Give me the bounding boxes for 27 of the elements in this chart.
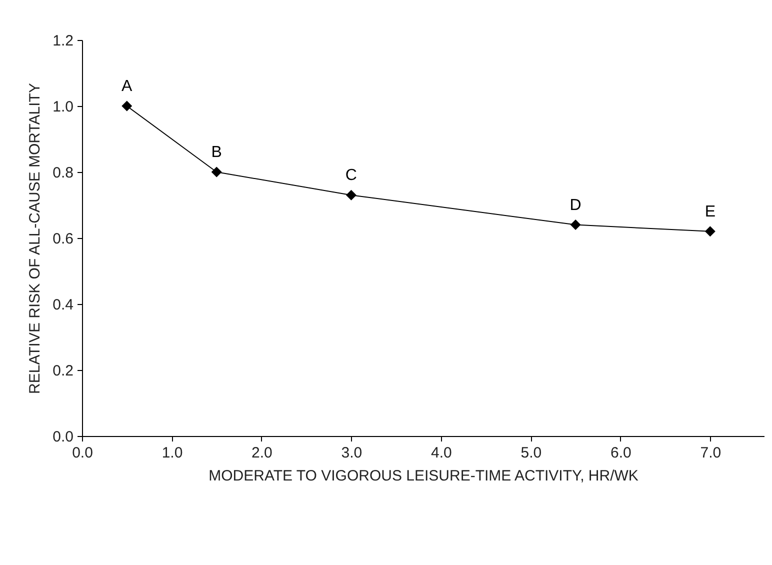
y-tick-label: 0.8 (52, 164, 74, 182)
x-axis-title: MODERATE TO VIGOROUS LEISURE-TIME ACTIVITY, HR/WK (208, 468, 638, 484)
y-tick-label: 0.4 (52, 296, 74, 314)
point (570, 220, 581, 230)
y-tick-label: 1.0 (52, 98, 74, 116)
point (704, 226, 716, 237)
annotation: D (570, 196, 582, 214)
x-tick-label: 0.0 (72, 444, 93, 462)
y-tick-label: 0.6 (52, 230, 74, 248)
y-tick-label: 0.0 (52, 428, 74, 446)
x-tick-label: 3.0 (341, 444, 362, 462)
annotation: E (704, 203, 716, 220)
point (346, 190, 356, 200)
x-tick-label: 6.0 (610, 444, 632, 462)
x-tick-label: 4.0 (431, 444, 452, 462)
x-tick-label: 1.0 (162, 444, 183, 462)
point (211, 166, 222, 178)
annotation: B (211, 144, 222, 161)
y-tick-label: 1.2 (52, 32, 74, 50)
point (122, 100, 132, 112)
y-tick-label: 0.2 (52, 362, 74, 380)
annotation: C (345, 167, 357, 184)
annotation: A (122, 78, 133, 95)
y-axis-title: RELATIVE RISK OF ALL-CAUSE MORTALITY (26, 83, 44, 394)
x-tick-label: 5.0 (520, 444, 542, 462)
x-tick-label: 2.0 (252, 444, 272, 462)
x-tick-label: 7.0 (700, 444, 722, 462)
